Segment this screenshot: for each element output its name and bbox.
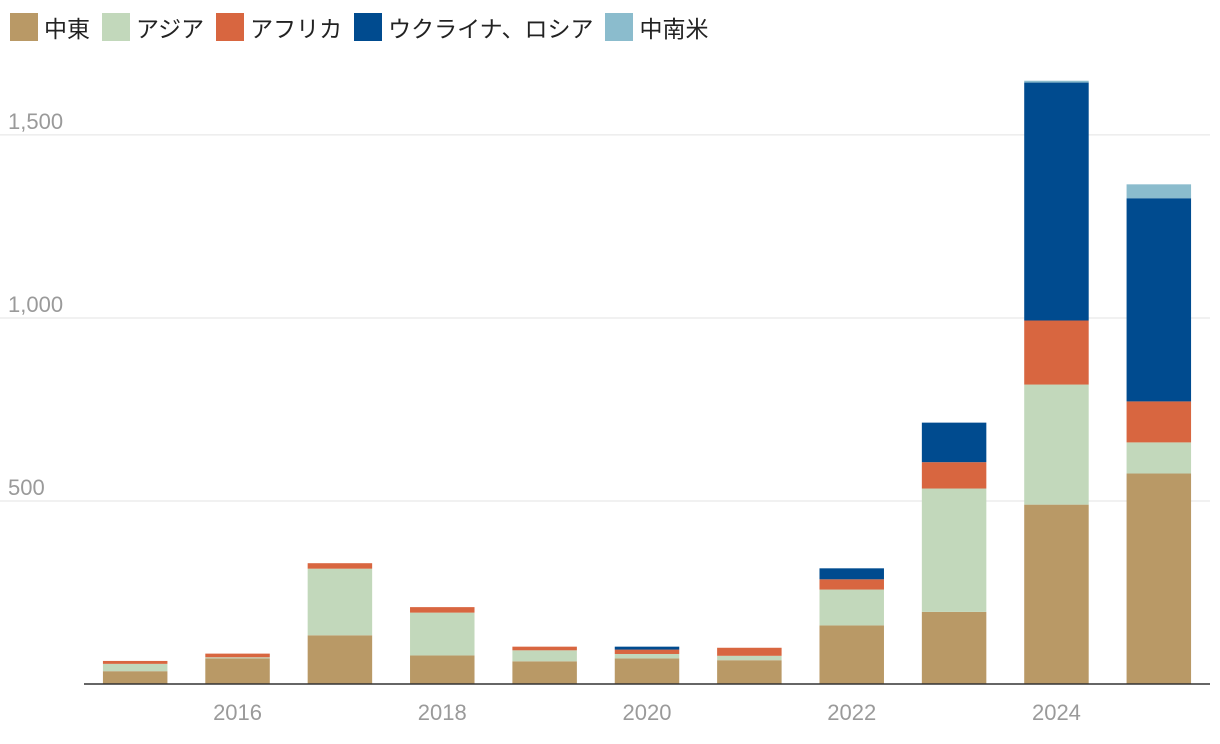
bar-segment	[205, 658, 270, 684]
x-tick-label: 2020	[623, 700, 672, 725]
bar-segment	[819, 568, 884, 580]
bar-segment	[1126, 442, 1192, 474]
legend-label: 中南米	[639, 17, 709, 43]
bar-segment	[512, 661, 577, 684]
chart-legend: 中東 アジア アフリカ ウクライナ、ロシア 中南米	[10, 10, 720, 44]
y-tick-label: 500	[8, 475, 45, 500]
bar-segment	[1126, 184, 1192, 199]
legend-swatch	[354, 13, 383, 41]
bar-segment	[819, 579, 884, 590]
bar-segment	[307, 635, 373, 684]
x-tick-label: 2024	[1032, 700, 1081, 725]
legend-swatch	[216, 13, 245, 41]
bar-segment	[614, 653, 680, 659]
bar-segment	[614, 646, 680, 650]
bar-segment	[1126, 473, 1192, 684]
legend-item-ukraine-russia[interactable]: ウクライナ、ロシア	[354, 10, 593, 44]
bar-segment	[512, 650, 577, 662]
bar-segment	[1024, 82, 1089, 321]
bar-segment	[102, 663, 168, 672]
bar-segment	[921, 422, 987, 463]
bar-segment	[1126, 401, 1192, 443]
y-tick-label: 1,500	[8, 109, 63, 134]
bar-segment	[1024, 384, 1089, 505]
bar-segment	[1024, 80, 1089, 83]
legend-label: 中東	[44, 17, 90, 43]
y-tick-label: 1,000	[8, 292, 63, 317]
bar-segment	[1024, 504, 1089, 684]
bar-segment	[1126, 198, 1192, 402]
bar-segment	[921, 611, 987, 684]
legend-item-africa[interactable]: アフリカ	[216, 10, 342, 44]
legend-item-middle-east[interactable]: 中東	[10, 10, 90, 44]
legend-label: アジア	[136, 17, 205, 43]
bar-segment	[921, 488, 987, 612]
bar-segment	[410, 607, 475, 613]
bar-segment	[717, 655, 782, 661]
bar-segment	[921, 462, 987, 489]
bar-segment	[819, 625, 884, 684]
bar-segment	[512, 646, 577, 651]
bar-segment	[410, 655, 475, 684]
x-tick-label: 2018	[418, 700, 467, 725]
legend-swatch	[102, 13, 130, 41]
legend-swatch	[10, 13, 38, 41]
bar-segment	[410, 612, 475, 656]
bar-segment	[307, 568, 373, 636]
bar-segment	[205, 653, 270, 658]
bar-segment	[102, 671, 168, 684]
bar-segment	[1024, 320, 1089, 385]
bar-segment	[205, 657, 270, 659]
legend-label: ウクライナ、ロシア	[388, 17, 594, 43]
bar-segment	[717, 647, 782, 656]
legend-swatch	[605, 13, 634, 41]
x-tick-label: 2022	[827, 700, 876, 725]
legend-item-latin-america[interactable]: 中南米	[605, 10, 708, 44]
bar-segment	[102, 660, 168, 664]
bar-segment	[717, 660, 782, 684]
bar-segment	[819, 589, 884, 626]
bar-segment	[307, 563, 373, 569]
x-tick-label: 2016	[213, 700, 262, 725]
bar-segment	[614, 649, 680, 654]
bar-segment	[614, 658, 680, 684]
legend-label: アフリカ	[250, 17, 343, 43]
legend-item-asia[interactable]: アジア	[102, 10, 204, 44]
